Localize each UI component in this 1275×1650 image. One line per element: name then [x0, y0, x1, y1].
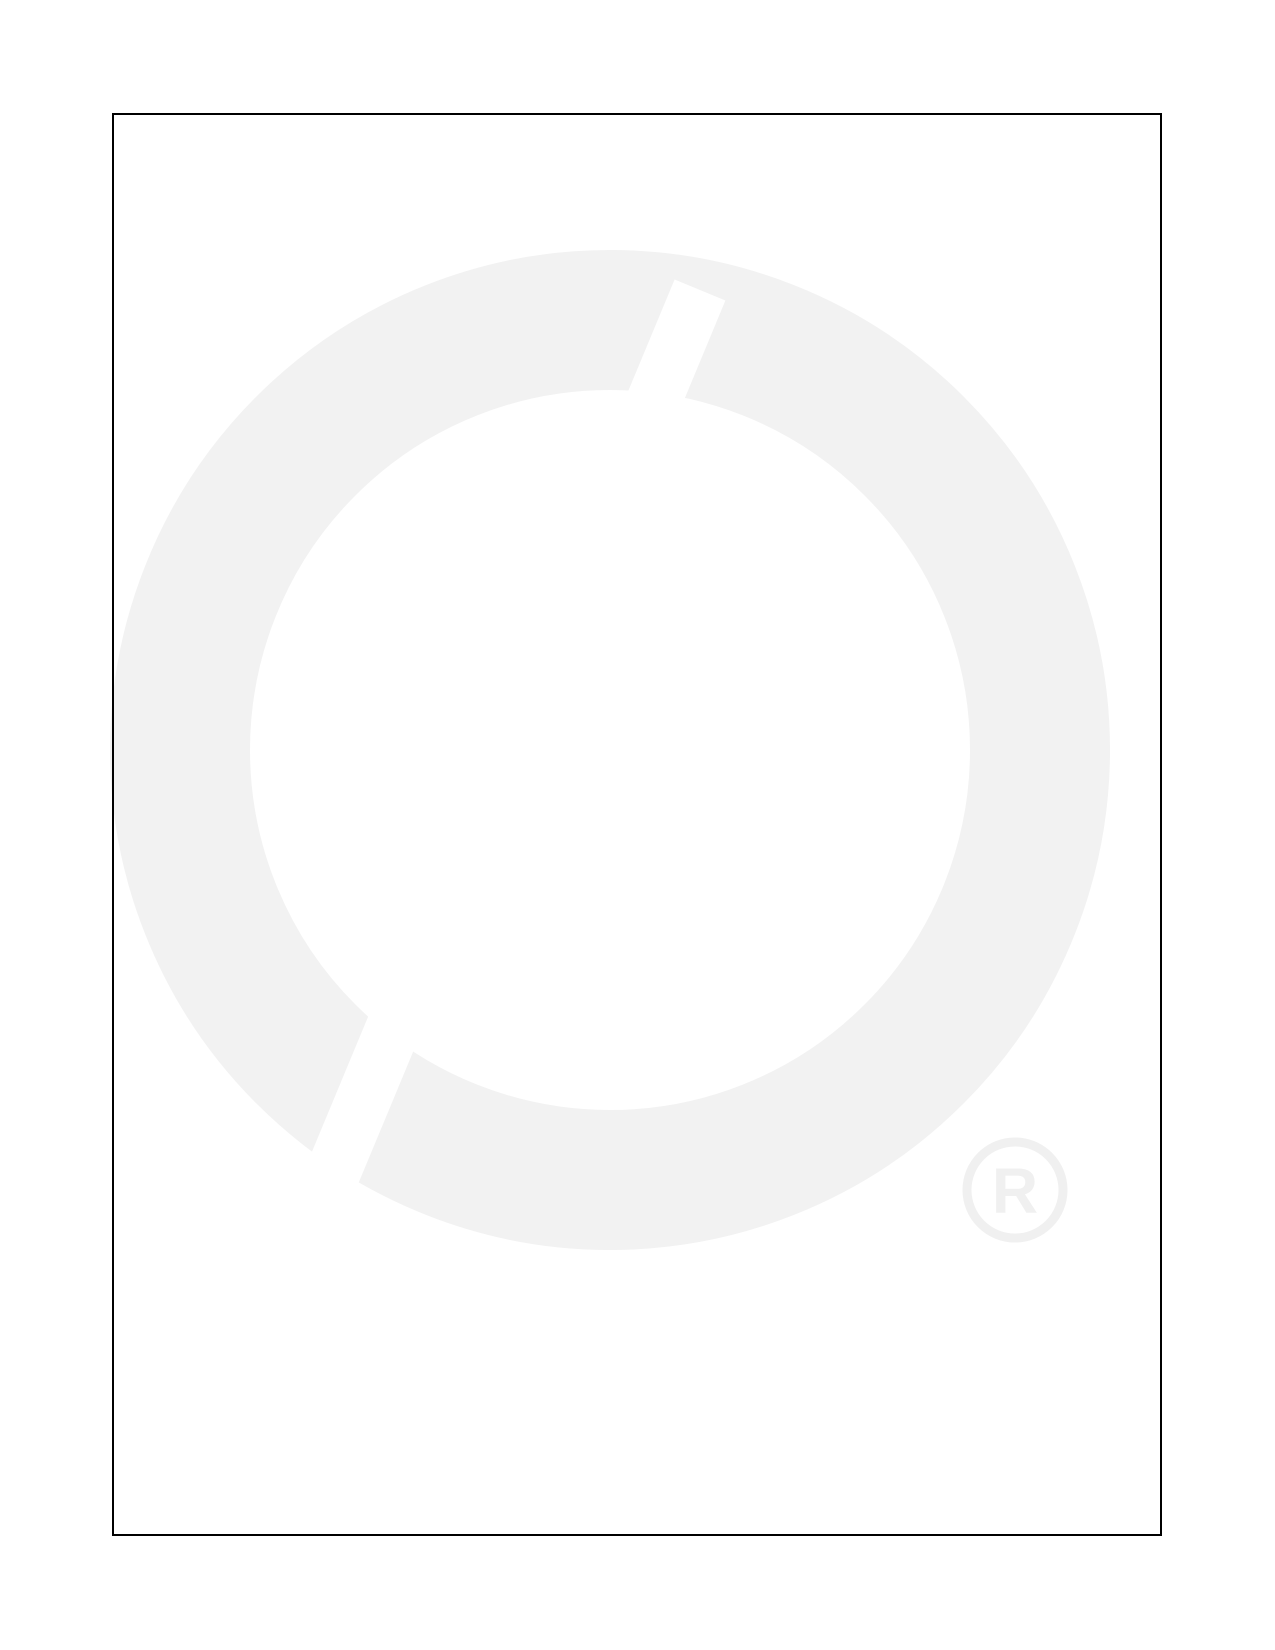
registered-trademark-watermark: R	[992, 1155, 1038, 1227]
